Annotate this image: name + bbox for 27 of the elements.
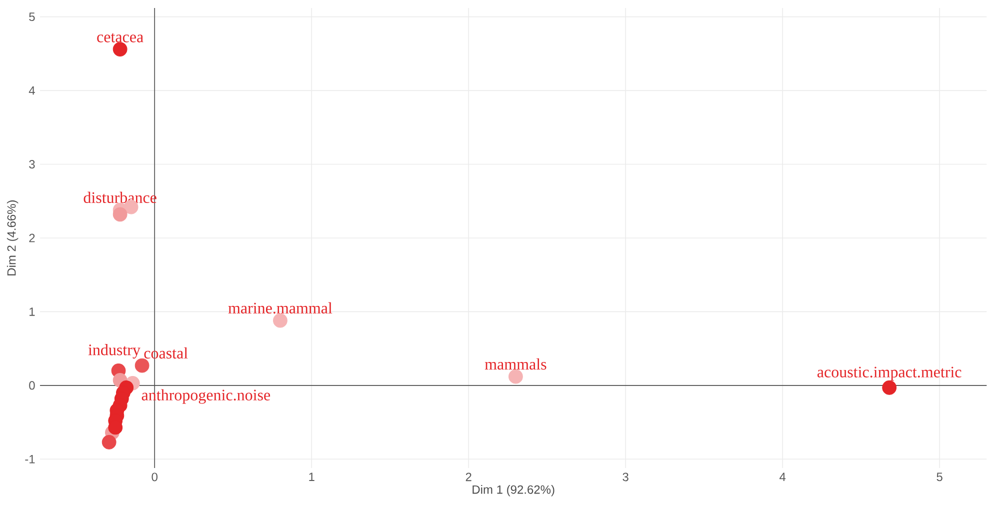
annotation: acoustic.impact.metric bbox=[817, 366, 962, 381]
annotation: mammals bbox=[484, 358, 546, 370]
y-tick-label: 0 bbox=[29, 381, 35, 390]
x-tick-label: 2 bbox=[466, 472, 472, 482]
point bbox=[508, 369, 523, 384]
y-tick-label: 2 bbox=[29, 234, 35, 242]
y-tick-label: 1 bbox=[30, 308, 35, 316]
annotation: marine.mammal bbox=[228, 302, 332, 314]
y-tick-label: -1 bbox=[25, 455, 35, 464]
x-axis-title: Dim 1 (92.62%) bbox=[472, 485, 554, 496]
point bbox=[134, 358, 150, 373]
annotation: cetacea bbox=[97, 33, 144, 42]
point bbox=[112, 42, 128, 56]
point bbox=[273, 313, 288, 328]
y-tick-label: 4 bbox=[28, 86, 35, 95]
annotation: industry bbox=[88, 344, 140, 359]
x-tick-label: 1 bbox=[309, 472, 314, 481]
x-tick-label: 5 bbox=[936, 472, 942, 482]
y-axis-title: Dim 2 (4.66%) bbox=[6, 200, 18, 276]
x-tick-label: 0 bbox=[152, 472, 158, 482]
y-tick-label: 5 bbox=[29, 12, 35, 22]
point bbox=[882, 380, 897, 395]
x-tick-label: 4 bbox=[780, 472, 786, 481]
x-tick-label: 3 bbox=[622, 472, 628, 482]
y-tick-label: 3 bbox=[29, 160, 35, 169]
point bbox=[112, 207, 128, 222]
point bbox=[102, 434, 116, 450]
